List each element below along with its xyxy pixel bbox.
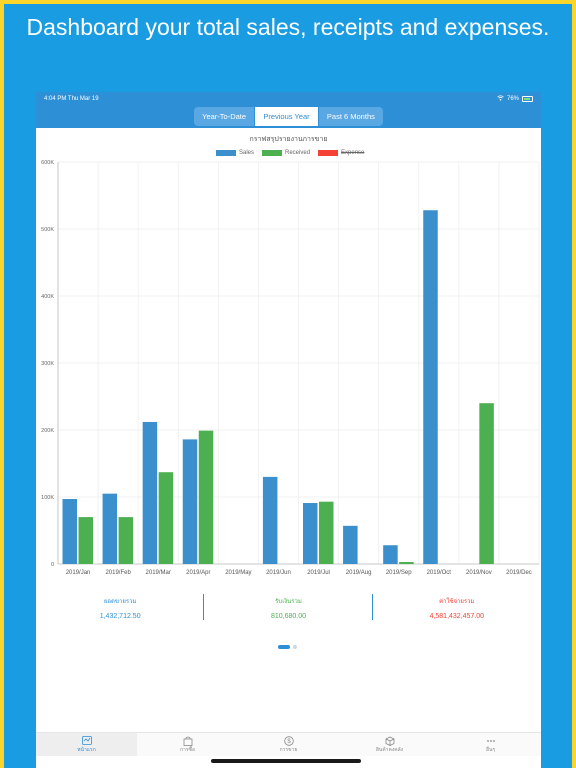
more-icon bbox=[486, 736, 496, 746]
summary-expense-value: 4,581,432,457.00 bbox=[429, 613, 485, 620]
summary-received-label: รับเงินรวม bbox=[275, 599, 302, 605]
x-tick-label: 2019/Apr bbox=[186, 570, 210, 576]
x-tick-label: 2019/May bbox=[225, 570, 251, 576]
x-tick-label: 2019/Feb bbox=[105, 570, 131, 576]
y-tick-label: 600K bbox=[41, 160, 54, 166]
summary-sales-value: 1,432,712.50 bbox=[99, 613, 141, 620]
x-tick-label: 2019/Jul bbox=[307, 570, 330, 576]
bar-received bbox=[198, 430, 214, 564]
legend-swatch-received bbox=[262, 150, 283, 156]
x-tick-label: 2019/Nov bbox=[466, 570, 492, 576]
y-tick-label: 0 bbox=[51, 562, 54, 568]
box-icon bbox=[385, 736, 395, 746]
nav-bar: Year-To-Date Previous Year Past 6 Months bbox=[36, 106, 541, 128]
bottom-tab-purchase-label: การซื้อ bbox=[180, 746, 195, 753]
y-tick-label: 300K bbox=[41, 361, 54, 367]
status-indicators: 76% bbox=[497, 95, 533, 103]
bar-sales bbox=[383, 545, 398, 564]
summary-received-value: 810,680.00 bbox=[270, 613, 307, 620]
battery-icon bbox=[522, 96, 533, 102]
bar-sales bbox=[343, 525, 358, 564]
bottom-tab-more[interactable]: อื่นๆ bbox=[440, 733, 541, 756]
x-tick-label: 2019/Oct bbox=[427, 570, 452, 576]
chart-title: กราฟสรุปรายงานการขาย bbox=[249, 136, 328, 143]
status-time: 4:04 PM Thu Mar 19 bbox=[44, 96, 99, 102]
tab-past-6-months[interactable]: Past 6 Months bbox=[318, 107, 383, 126]
y-tick-label: 100K bbox=[41, 495, 54, 501]
legend-item-sales[interactable]: Sales bbox=[216, 150, 254, 156]
bottom-tab-home[interactable]: หน้าแรก bbox=[36, 733, 137, 756]
bottom-tab-purchase[interactable]: การซื้อ bbox=[137, 733, 238, 756]
bottom-tab-more-label: อื่นๆ bbox=[485, 746, 496, 753]
bottom-tab-sales[interactable]: $ การขาย bbox=[238, 733, 339, 756]
legend-label-received: Received bbox=[285, 150, 311, 156]
summary-expense-label: ค่าใช้จ่ายรวม bbox=[439, 599, 475, 605]
sales-bar-chart: 0 100K 200K 300K 400K 500K 600K 2019/Jan 2019/Fe… bbox=[41, 160, 540, 576]
y-tick-label: 400K bbox=[41, 294, 54, 300]
x-tick-label: 2019/Jan bbox=[66, 570, 91, 576]
bar-received bbox=[479, 403, 494, 564]
bar-received bbox=[158, 472, 174, 564]
summary-received: รับเงินรวม 810,680.00 bbox=[204, 592, 373, 622]
legend-item-received[interactable]: Received bbox=[262, 150, 310, 156]
legend-label-sales: Sales bbox=[239, 150, 255, 156]
bar-sales bbox=[423, 210, 438, 565]
tab-year-to-date[interactable]: Year-To-Date bbox=[194, 107, 256, 126]
bar-sales bbox=[62, 499, 77, 564]
bottom-tab-sales-label: การขาย bbox=[279, 746, 298, 753]
bar-received bbox=[118, 517, 134, 564]
dashboard-icon bbox=[81, 736, 92, 746]
tablet-screen: 4:04 PM Thu Mar 19 76% Year-To-Date Prev… bbox=[36, 92, 541, 768]
chart-legend: Sales Received Expense bbox=[216, 150, 364, 156]
bar-sales bbox=[303, 503, 318, 564]
summary-row: ยอดขายรวม 1,432,712.50 รับเงินรวม 810,68… bbox=[36, 592, 541, 622]
shopping-bag-icon bbox=[183, 736, 193, 746]
dollar-icon: $ bbox=[283, 735, 294, 746]
x-tick-label: 2019/Sep bbox=[386, 570, 412, 576]
x-tick-label: 2019/Dec bbox=[506, 570, 532, 576]
summary-sales: ยอดขายรวม 1,432,712.50 bbox=[36, 592, 205, 622]
home-indicator[interactable] bbox=[211, 759, 361, 763]
tab-previous-year[interactable]: Previous Year bbox=[255, 107, 319, 126]
page-dot-2[interactable] bbox=[293, 645, 297, 649]
x-tick-label: 2019/Aug bbox=[346, 570, 372, 576]
y-tick-label: 500K bbox=[41, 227, 54, 233]
x-tick-label: 2019/Mar bbox=[146, 570, 171, 576]
wifi-icon bbox=[497, 95, 504, 103]
status-bar: 4:04 PM Thu Mar 19 76% bbox=[36, 92, 541, 106]
legend-item-expense[interactable]: Expense bbox=[318, 150, 364, 156]
page-indicator[interactable] bbox=[278, 645, 297, 649]
period-segmented-control: Year-To-Date Previous Year Past 6 Months bbox=[194, 107, 383, 126]
bar-received bbox=[319, 501, 334, 564]
svg-text:$: $ bbox=[287, 739, 291, 745]
summary-expense: ค่าใช้จ่ายรวม 4,581,432,457.00 bbox=[373, 592, 541, 622]
bar-sales bbox=[142, 421, 158, 564]
bottom-tab-inventory[interactable]: สินค้าคงคลัง bbox=[339, 733, 440, 756]
headline: Dashboard your total sales, receipts and… bbox=[26, 14, 550, 40]
bottom-tab-inventory-label: สินค้าคงคลัง bbox=[375, 746, 404, 753]
legend-swatch-expense bbox=[318, 150, 339, 156]
bar-sales bbox=[182, 439, 198, 564]
bottom-tab-home-label: หน้าแรก bbox=[77, 746, 96, 753]
bar-sales bbox=[102, 493, 118, 564]
x-tick-label: 2019/Jun bbox=[266, 570, 291, 576]
page-dot-1[interactable] bbox=[278, 645, 290, 649]
legend-label-expense: Expense bbox=[341, 150, 365, 156]
y-tick-label: 200K bbox=[41, 428, 54, 434]
legend-swatch-sales bbox=[216, 150, 236, 156]
bar-sales bbox=[262, 476, 278, 564]
bottom-tab-bar: หน้าแรก การซื้อ $ การขาย สินค้าคงคลัง อื… bbox=[36, 732, 541, 756]
summary-sales-label: ยอดขายรวม bbox=[103, 599, 137, 605]
bar-received bbox=[78, 517, 93, 564]
battery-percent: 76% bbox=[506, 96, 519, 102]
bar-received bbox=[399, 561, 414, 564]
